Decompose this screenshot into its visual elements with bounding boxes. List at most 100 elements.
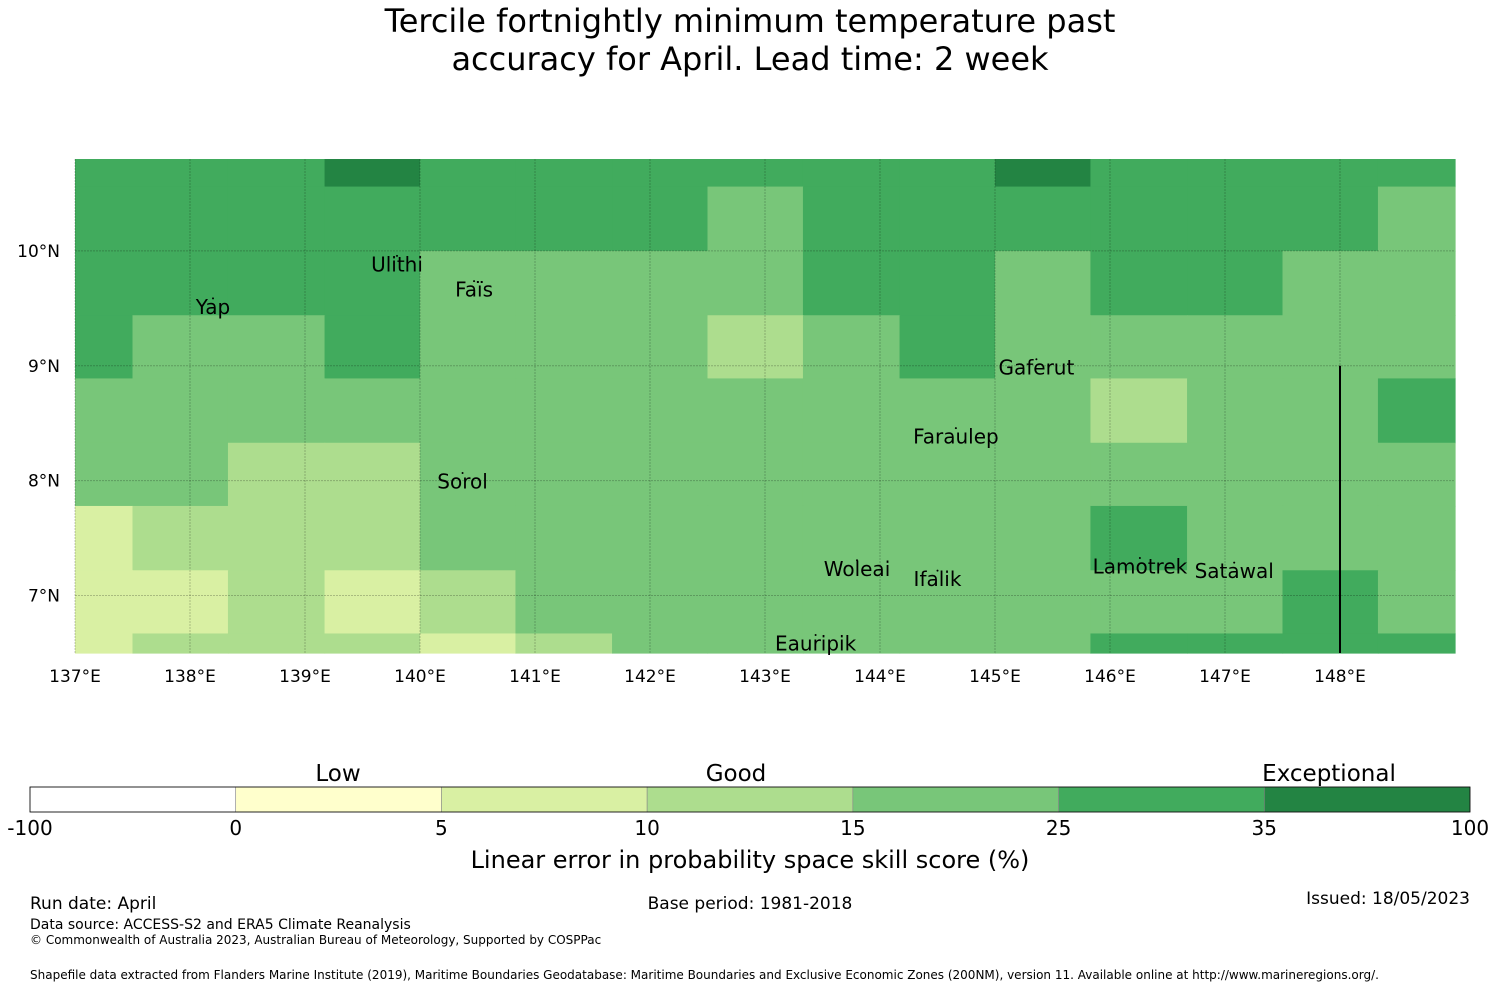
copyright: © Commonwealth of Australia 2023, Austra…	[30, 933, 602, 947]
grid-cell	[612, 505, 709, 571]
longitude-axis: 137°E 138°E 139°E 140°E 141°E 142°E 143°E 144°E…	[49, 667, 1366, 687]
grid-cell	[132, 250, 229, 316]
grid-cell	[324, 633, 421, 654]
grid-cell	[1377, 442, 1456, 507]
grid-cell	[75, 442, 134, 507]
grid-cell	[995, 159, 1092, 188]
grid-cell	[802, 186, 901, 252]
lon-tick-label: 140°E	[394, 667, 446, 687]
grid-cell	[612, 159, 709, 188]
grid-cell	[75, 159, 134, 188]
lat-tick-label: 8°N	[28, 472, 60, 492]
grid-cell	[899, 633, 996, 654]
island-marker	[936, 569, 939, 572]
grid-cell	[612, 315, 709, 380]
colorbar-swatch	[1058, 786, 1265, 813]
place-label: Ifalik	[914, 567, 962, 591]
grid-cell	[324, 315, 421, 380]
grid-cell	[420, 442, 517, 507]
grid-cell	[1090, 442, 1188, 507]
base-period: Base period: 1981-2018	[647, 894, 853, 914]
grid-cell	[802, 633, 901, 654]
colorbar-frame	[29, 786, 1471, 813]
grid-cell	[1282, 315, 1379, 380]
island-marker	[954, 427, 957, 430]
colorbar: -100 0 5 10 15 25 35 100 Low Good Exceptional Linea…	[7, 761, 1489, 874]
colorbar-tick-label: 25	[1046, 816, 1071, 840]
grid-cell	[899, 186, 996, 252]
grid-cell	[515, 250, 613, 316]
place-label: Lamotrek	[1093, 554, 1188, 578]
colorbar-tick-label: 10	[634, 816, 659, 840]
grid-cell	[515, 378, 613, 444]
island-marker	[212, 297, 214, 300]
grid-cell	[420, 570, 517, 635]
grid-cell	[612, 378, 709, 444]
grid-cell	[324, 505, 421, 571]
grid-cell	[707, 378, 804, 444]
grid-cell	[420, 505, 517, 571]
grid-cell	[1090, 570, 1188, 635]
grid-cell	[75, 570, 134, 635]
grid-cell	[995, 442, 1092, 507]
island-marker	[461, 471, 464, 474]
grid-cell	[1090, 505, 1188, 571]
grid-cell	[324, 378, 421, 444]
grid-cell	[1377, 378, 1456, 444]
grid-cell	[899, 250, 996, 316]
colorbar-swatch	[646, 786, 854, 813]
grid-cell	[612, 186, 709, 252]
grid-cell	[227, 442, 326, 507]
island-marker	[856, 559, 858, 562]
grid-cell	[1090, 159, 1188, 188]
grid-cell	[707, 186, 804, 252]
place-label: Gaferut	[998, 356, 1074, 380]
grid-cell	[132, 186, 229, 252]
grid-cell	[707, 250, 804, 316]
place-label: Yap	[195, 295, 230, 319]
grid-cell	[227, 570, 326, 635]
grid-cell	[420, 378, 517, 444]
island-marker	[1138, 556, 1141, 559]
colorbar-swatch	[1263, 786, 1471, 813]
grid-cell	[899, 315, 996, 380]
lon-tick-label: 142°E	[624, 667, 676, 687]
grid-cell	[1187, 505, 1284, 571]
grid-cell	[1090, 633, 1188, 654]
grid-cell	[1090, 186, 1188, 252]
grid-cell	[802, 442, 901, 507]
grid-cell	[1187, 186, 1284, 252]
grid-cell	[1090, 378, 1188, 444]
grid-cell	[1282, 505, 1379, 571]
latitude-axis: 7°N 8°N 9°N 10°N	[17, 242, 60, 607]
grid-cell	[899, 505, 996, 571]
grid-cell	[515, 186, 613, 252]
grid-cell	[1282, 633, 1379, 654]
grid-cell	[227, 315, 326, 380]
grid-cell	[1377, 315, 1456, 380]
colorbar-tick-label: 0	[229, 816, 242, 840]
colorbar-swatch	[29, 786, 237, 813]
grid-cell	[802, 378, 901, 444]
grid-cell	[995, 570, 1092, 635]
grid-cell	[324, 186, 421, 252]
lon-tick-label: 137°E	[49, 667, 101, 687]
grid-cell	[515, 442, 613, 507]
lat-tick-label: 9°N	[28, 357, 60, 377]
colorbar-tick-label: 100	[1451, 816, 1489, 840]
grid-cell	[324, 442, 421, 507]
grid-cell	[1187, 378, 1284, 444]
grid-cell	[995, 315, 1092, 380]
place-label: Sorol	[437, 469, 488, 493]
grid-cell	[75, 505, 134, 571]
lon-tick-label: 144°E	[854, 667, 906, 687]
colorbar-tick-label: 35	[1252, 816, 1277, 840]
grid-cell	[707, 442, 804, 507]
grid-cell	[1377, 250, 1456, 316]
place-label: Faïs	[455, 278, 493, 302]
grid-cell	[802, 159, 901, 188]
grid-cell	[324, 159, 421, 188]
grid-cell	[1377, 186, 1456, 252]
grid-cell	[802, 315, 901, 380]
